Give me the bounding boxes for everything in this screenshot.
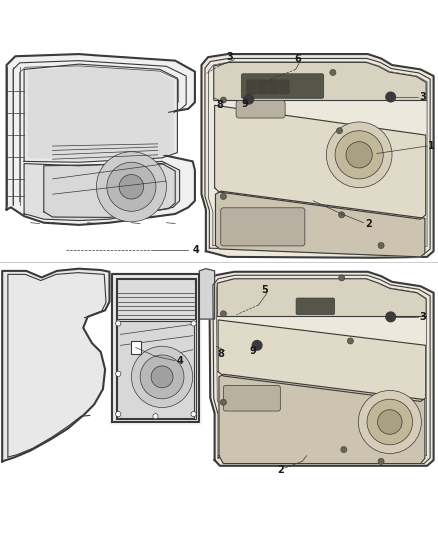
Text: 2: 2	[277, 465, 284, 475]
Polygon shape	[218, 320, 426, 401]
Polygon shape	[215, 106, 426, 219]
Text: 5: 5	[261, 285, 268, 295]
Circle shape	[326, 122, 392, 188]
Circle shape	[386, 312, 396, 322]
Polygon shape	[215, 191, 425, 257]
Polygon shape	[44, 164, 175, 217]
Text: 8: 8	[216, 100, 223, 110]
FancyBboxPatch shape	[131, 341, 141, 354]
FancyBboxPatch shape	[223, 386, 280, 411]
Text: 8: 8	[218, 349, 225, 359]
Circle shape	[191, 411, 196, 417]
Circle shape	[339, 275, 345, 281]
FancyBboxPatch shape	[258, 80, 267, 94]
Circle shape	[341, 447, 347, 453]
Text: 9: 9	[241, 100, 248, 109]
Circle shape	[119, 174, 144, 199]
FancyBboxPatch shape	[241, 74, 324, 98]
Polygon shape	[7, 54, 195, 225]
Text: 3: 3	[420, 312, 426, 322]
Circle shape	[347, 338, 353, 344]
Circle shape	[140, 355, 184, 399]
Circle shape	[220, 399, 226, 405]
Circle shape	[367, 399, 413, 445]
FancyBboxPatch shape	[221, 208, 305, 246]
Circle shape	[151, 366, 173, 388]
Circle shape	[116, 321, 121, 326]
Circle shape	[220, 311, 226, 317]
Polygon shape	[112, 274, 199, 422]
Polygon shape	[117, 279, 195, 319]
Circle shape	[116, 371, 121, 376]
Circle shape	[107, 162, 156, 211]
FancyBboxPatch shape	[279, 80, 289, 94]
Circle shape	[339, 212, 345, 218]
Polygon shape	[2, 269, 110, 462]
Circle shape	[346, 142, 372, 168]
Circle shape	[336, 128, 343, 134]
Polygon shape	[24, 64, 177, 162]
Circle shape	[252, 341, 262, 350]
Circle shape	[220, 193, 226, 199]
Circle shape	[244, 94, 254, 104]
Text: 4: 4	[177, 356, 183, 366]
Polygon shape	[117, 321, 194, 418]
Circle shape	[378, 410, 402, 434]
Polygon shape	[28, 67, 173, 159]
FancyBboxPatch shape	[247, 80, 256, 94]
Circle shape	[378, 458, 384, 464]
Circle shape	[116, 411, 121, 417]
Polygon shape	[110, 272, 201, 424]
Text: 4: 4	[193, 245, 199, 255]
Circle shape	[378, 243, 384, 248]
FancyBboxPatch shape	[236, 101, 285, 118]
Polygon shape	[219, 374, 425, 464]
Polygon shape	[201, 54, 434, 258]
Polygon shape	[217, 279, 426, 316]
Circle shape	[131, 346, 193, 408]
FancyBboxPatch shape	[296, 298, 335, 314]
Text: 6: 6	[294, 54, 301, 64]
Polygon shape	[199, 269, 215, 319]
Circle shape	[358, 391, 421, 454]
Circle shape	[153, 414, 158, 419]
Text: 2: 2	[365, 219, 371, 229]
Circle shape	[386, 92, 396, 102]
Polygon shape	[209, 272, 434, 466]
Circle shape	[220, 97, 226, 103]
Text: 3: 3	[420, 92, 426, 102]
Polygon shape	[214, 62, 426, 100]
Circle shape	[330, 69, 336, 76]
Circle shape	[191, 321, 196, 326]
Text: 9: 9	[249, 345, 256, 356]
Circle shape	[335, 131, 383, 179]
Circle shape	[96, 152, 166, 222]
FancyBboxPatch shape	[268, 80, 278, 94]
Polygon shape	[24, 161, 180, 221]
Text: 3: 3	[226, 52, 233, 62]
Text: 1: 1	[428, 141, 435, 151]
